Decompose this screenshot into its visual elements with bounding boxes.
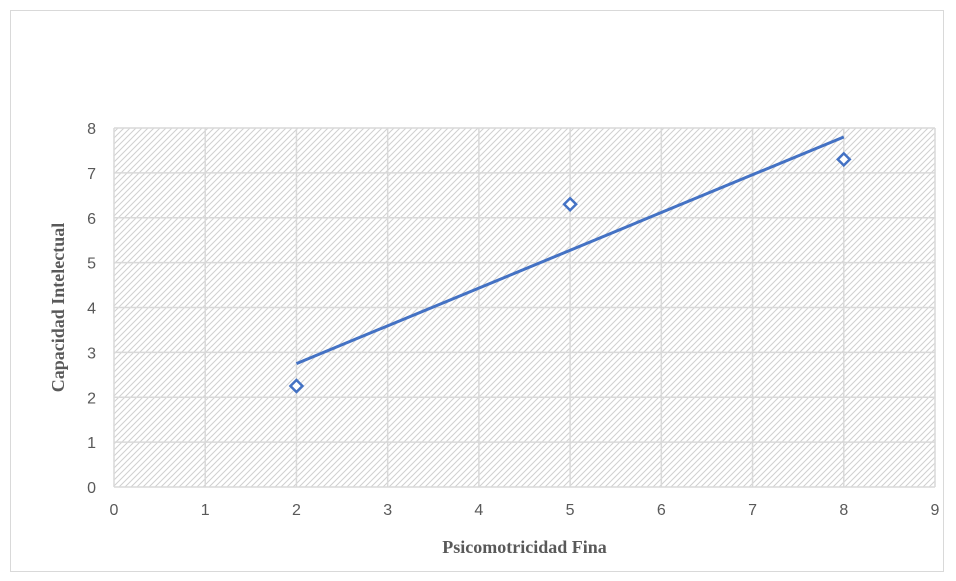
x-tick-label: 6 — [657, 502, 666, 519]
x-tick-label: 8 — [839, 502, 848, 519]
data-points — [288, 151, 852, 394]
y-tick-label: 1 — [87, 435, 96, 452]
y-tick-label: 5 — [87, 256, 96, 273]
trendline-layer — [295, 135, 845, 365]
y-tick-label: 8 — [87, 121, 96, 138]
x-tick-label: 3 — [383, 502, 392, 519]
y-tick-label: 6 — [87, 211, 96, 228]
x-tick-label: 1 — [201, 502, 210, 519]
x-tick-label: 7 — [748, 502, 757, 519]
gridlines — [113, 127, 936, 488]
data-point — [288, 378, 305, 394]
y-tick-label: 3 — [87, 345, 96, 362]
x-tick-label: 0 — [110, 502, 119, 519]
y-axis-title: Capacidad Intelectual — [48, 223, 68, 393]
x-axis-title: Psicomotricidad Fina — [442, 537, 607, 557]
y-tick-label: 0 — [87, 480, 96, 497]
x-tick-label: 9 — [931, 502, 940, 519]
x-tick-label: 4 — [474, 502, 483, 519]
x-tick-label: 2 — [292, 502, 301, 519]
y-tick-label: 2 — [87, 390, 96, 407]
trendline — [295, 135, 845, 365]
data-point — [562, 196, 578, 213]
x-tick-label: 5 — [566, 502, 575, 519]
y-tick-label: 4 — [87, 301, 96, 318]
tick-labels: 0 1 2 3 4 5 6 7 8 9 0 1 2 3 4 5 6 7 8 — [87, 121, 939, 519]
data-point — [836, 151, 852, 168]
y-tick-label: 7 — [87, 166, 96, 183]
